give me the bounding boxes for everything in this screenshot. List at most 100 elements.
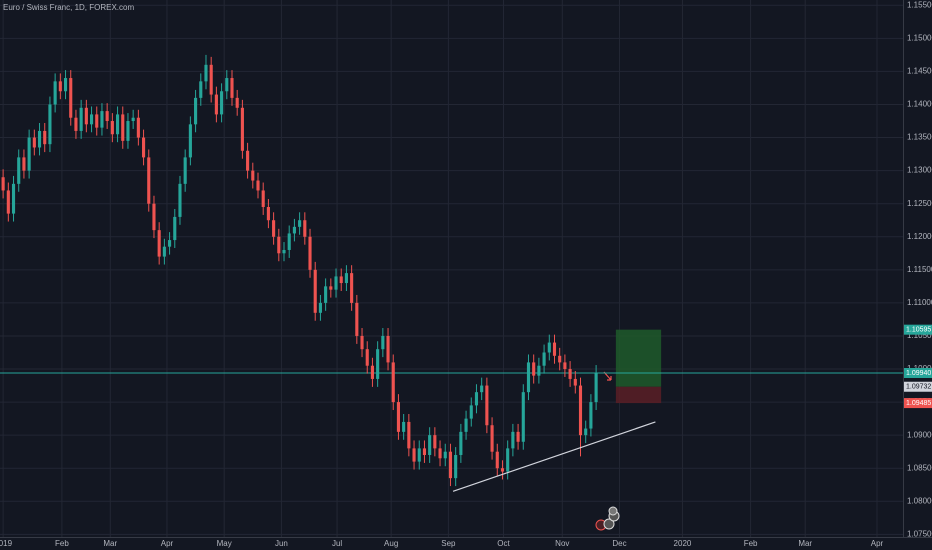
candle-body	[214, 94, 218, 115]
candle-body	[506, 448, 510, 472]
candle-body	[126, 121, 130, 141]
candle-body	[438, 448, 442, 459]
candle-body	[412, 448, 416, 462]
candle-body	[69, 78, 73, 118]
candle-body	[563, 362, 567, 370]
candle-body	[391, 362, 395, 403]
x-tick-label: Feb	[744, 539, 758, 548]
y-tick-label: 1.11000	[907, 298, 932, 307]
x-tick-label: Feb	[55, 539, 69, 548]
x-tick-label: Jul	[332, 539, 342, 548]
candle-body	[188, 124, 192, 158]
candle-body	[370, 365, 374, 379]
candle-body	[292, 226, 296, 234]
y-tick-label: 1.13500	[907, 133, 932, 142]
candle-body	[547, 342, 551, 353]
chart-title: Euro / Swiss Franc, 1D, FOREX.com	[3, 3, 134, 12]
candle-body	[142, 137, 146, 158]
candle-body	[209, 64, 213, 95]
x-tick-label: Dec	[612, 539, 626, 548]
candle-body	[454, 454, 458, 479]
x-tick-label: Apr	[871, 539, 884, 548]
y-tick-label: 1.14500	[907, 67, 932, 76]
candle-body	[360, 335, 364, 350]
candle-body	[11, 183, 16, 214]
y-tick-label: 1.15000	[907, 33, 932, 42]
candle-body	[230, 78, 234, 98]
candle-body	[246, 150, 250, 171]
candle-body	[225, 78, 229, 92]
candle-body	[350, 273, 354, 303]
last-price-label-bg	[904, 367, 932, 378]
candle-body	[324, 286, 328, 303]
candle-body	[17, 157, 21, 184]
candle-body	[63, 78, 68, 92]
x-tick-label: 2020	[674, 539, 692, 548]
candle-body	[417, 448, 421, 462]
candle-body	[277, 236, 281, 254]
candle-body	[27, 137, 31, 171]
candle-body	[469, 405, 473, 419]
candle-body	[183, 157, 187, 184]
entry-label: 1.09732	[906, 384, 931, 391]
candle-body	[235, 97, 239, 108]
candle-body	[407, 421, 411, 449]
candle-body	[157, 230, 161, 257]
candle-body	[37, 130, 42, 148]
candle-body	[573, 378, 577, 386]
candle-body	[136, 117, 140, 138]
x-tick-label: Sep	[441, 539, 456, 548]
candle-body	[220, 91, 224, 115]
candle-body	[381, 335, 385, 350]
candle-body	[178, 183, 182, 217]
candle-body	[558, 355, 562, 363]
x-tick-label: Aug	[384, 539, 398, 548]
candle-body	[53, 81, 57, 105]
candle-body	[251, 170, 255, 181]
x-tick-label: 2019	[0, 539, 13, 548]
candle-body	[22, 157, 26, 171]
candle-body	[365, 349, 369, 366]
candle-body	[79, 107, 83, 131]
candle-body	[173, 216, 177, 241]
candle-body	[147, 157, 151, 204]
candle-body	[428, 435, 432, 455]
candle-body	[84, 107, 88, 125]
candle-body	[1, 177, 5, 191]
candle-body	[256, 180, 260, 191]
candle-body	[105, 111, 109, 122]
candle-body	[329, 286, 333, 290]
candle-body	[448, 451, 453, 479]
candle-body	[261, 190, 265, 207]
candle-body	[526, 362, 531, 393]
candle-body	[355, 302, 359, 336]
candle-body	[474, 392, 479, 406]
y-tick-label: 1.10500	[907, 331, 932, 340]
y-tick-label: 1.12500	[907, 199, 932, 208]
candle-body	[6, 190, 10, 214]
candle-body	[537, 365, 541, 376]
candle-body	[240, 107, 244, 151]
candle-body	[110, 121, 114, 135]
candle-body	[298, 220, 302, 227]
candle-body	[584, 428, 588, 436]
candle-body	[443, 451, 447, 459]
trendline	[452, 421, 656, 492]
event-icons	[595, 506, 620, 531]
candle-body	[376, 349, 380, 379]
candle-body	[511, 431, 515, 449]
target-label-bg	[904, 324, 932, 335]
candle-body	[74, 117, 78, 131]
candle-body	[578, 385, 583, 436]
y-tick-label: 1.11500	[907, 265, 932, 274]
candle-body	[287, 233, 291, 250]
candle-body	[386, 335, 390, 363]
candle-body	[532, 362, 536, 376]
candle-body	[422, 448, 427, 455]
candle-body	[131, 117, 135, 122]
candle-body	[194, 97, 198, 125]
candle-body	[568, 369, 572, 379]
candle-body	[464, 418, 468, 432]
